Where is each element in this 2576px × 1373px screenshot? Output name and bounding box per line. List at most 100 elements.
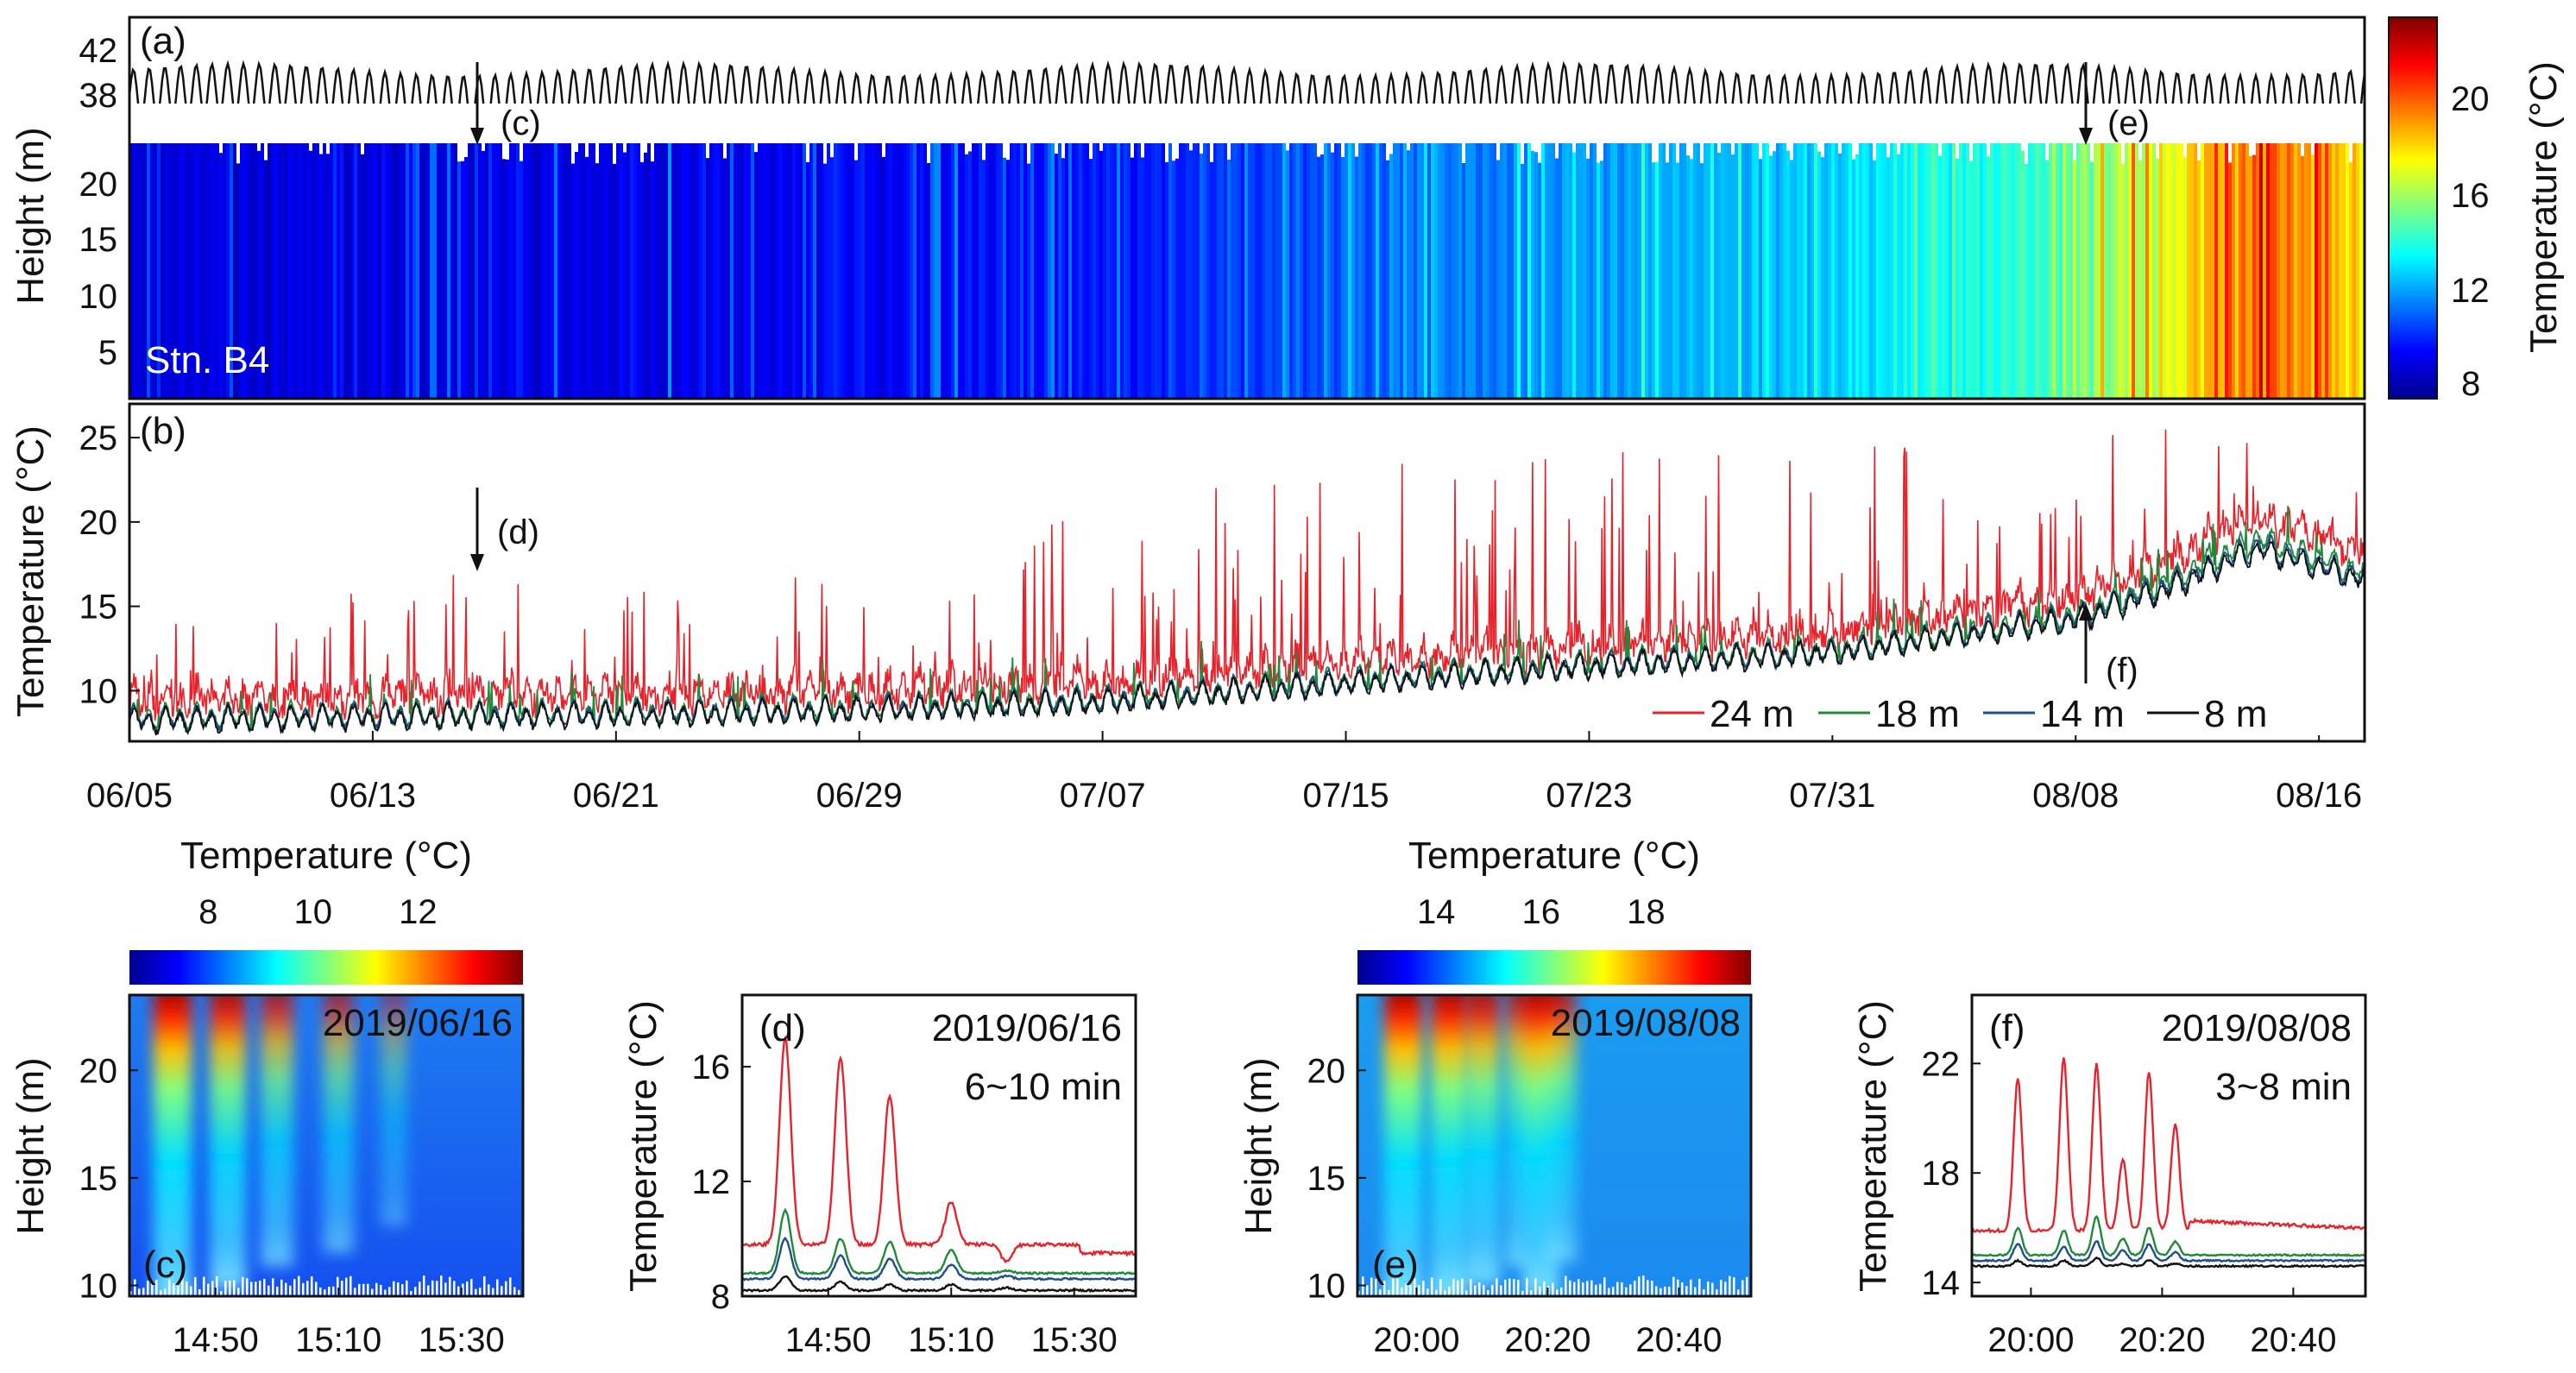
panel-b-xtick-08-08: 08/08 (2032, 777, 2119, 815)
panel-f-ylabel: Temperature (°C) (1852, 1000, 1894, 1292)
panel-a-surface-gap (1462, 143, 1465, 164)
panel-c-bottom-gap (388, 1287, 391, 1296)
panel-a-heatmap-cell (1127, 143, 1131, 399)
panel-a-heatmap-cell (564, 143, 569, 399)
panel-c-bottom-gap (220, 1290, 223, 1296)
panel-a-heatmap-cell (1952, 143, 1956, 399)
panel-e-bottom-gap (1379, 1289, 1382, 1296)
panel-a-heatmap-cell (1669, 143, 1673, 399)
panel-a-heatmap-cell (2183, 143, 2188, 399)
panel-c-bottom-gap (181, 1276, 184, 1296)
panel-a-heatmap-cell (1017, 143, 1021, 399)
panel-a-heatmap-cell (1182, 143, 1187, 399)
panel-a-heatmap-cell (692, 143, 696, 399)
panel-a-heatmap-cell (896, 143, 900, 399)
panel-a-heatmap-cell (1441, 143, 1445, 399)
panel-a-heatmap-cell (1835, 143, 1839, 399)
panel-a-surface-gap (965, 143, 968, 154)
panel-a-heatmap-cell (1973, 143, 1977, 399)
panel-e-bottom-gap (1741, 1280, 1744, 1296)
panel-a-heatmap-cell (2176, 143, 2181, 399)
panel-c-bottom-gap (319, 1287, 322, 1296)
panel-a-heatmap-cell (1624, 143, 1628, 399)
panel-e-bottom-gap (1729, 1275, 1731, 1296)
panel-c-bottom-gap (367, 1283, 369, 1296)
panel-a-heatmap-cell (737, 143, 741, 399)
panel-a-heatmap-cell (1434, 143, 1439, 399)
panel-a-heatmap-cell (516, 143, 520, 399)
panel-a-heatmap-cell (416, 143, 420, 399)
panel-a-heatmap-cell (440, 143, 444, 399)
panel-a-heatmap-cell (1817, 143, 1822, 399)
panel-a-heatmap-cell (806, 143, 810, 399)
panel-e-bottom-gap (1694, 1287, 1697, 1296)
panel-a-heatmap-cell (1320, 143, 1325, 399)
panel-a-heatmap-cell (602, 143, 607, 399)
panel-a-heatmap-cell (1935, 143, 1939, 399)
panel-b-label: (b) (140, 410, 186, 452)
panel-a-heatmap-cell (944, 143, 948, 399)
panel-b-series (129, 429, 2365, 736)
main-colorbar: 20 16 12 8 Temperature (°C) (2388, 16, 2565, 403)
panel-e-bottom-gap (1703, 1289, 1705, 1296)
panel-a-heatmap-cell (1231, 143, 1235, 399)
panel-f-frame (1970, 993, 2367, 1298)
panel-a-heatmap-cell (1759, 143, 1763, 399)
panel-a-heatmap-cell (1741, 143, 1746, 399)
panel-a-heatmap-cell (1006, 143, 1011, 399)
panel-c-bottom-gap (444, 1282, 447, 1296)
panel-a-heatmap-cell (1548, 143, 1553, 399)
panel-a-surface-gap (1786, 143, 1790, 151)
panel-a-tide-line (129, 60, 2365, 104)
panel-e-bottom-gap (1573, 1282, 1576, 1296)
panel-a-surface-gap (461, 143, 464, 161)
panel-a-heatmap-cell (423, 143, 427, 399)
panel-a-heatmap-cell (1614, 143, 1618, 399)
panel-c-bottom-gap (263, 1278, 266, 1296)
panel-c-bottom-gap (147, 1281, 149, 1296)
panel-a-heatmap-cell (1949, 143, 1953, 399)
panel-c-bottom-gap (173, 1283, 175, 1296)
panel-a-heatmap-cell (1621, 143, 1625, 399)
panel-f-xtick-2020: 20:20 (2119, 1321, 2205, 1359)
panel-c-bottom-gap (475, 1288, 477, 1296)
panel-b-xtick-06-13: 06/13 (330, 777, 416, 815)
panel-a-heatmap-cell (571, 143, 576, 399)
panel-e-bottom-gap (1569, 1280, 1571, 1296)
panel-a-heatmap-cell (1786, 143, 1791, 399)
panel-a-heatmap-cell (1279, 143, 1283, 399)
panel-a-heatmap-cell (278, 143, 282, 399)
panel-e-bottom-gap (1724, 1282, 1727, 1296)
panel-a-heatmap-cell (319, 143, 324, 399)
panel-a-heatmap-cell (157, 143, 161, 399)
panel-a-heatmap-cell (2063, 143, 2067, 399)
panel-d-ytick-8: 8 (711, 1278, 730, 1316)
panel-a-heatmap-cell (2104, 143, 2108, 399)
panel-a-heatmap-cell (1400, 143, 1404, 399)
panel-a-heatmap-cell (2076, 143, 2081, 399)
panel-c-bottom-gap (501, 1286, 503, 1296)
panel-a-heatmap-cell (2190, 143, 2195, 399)
panel-a-heatmap-cell (2294, 143, 2298, 399)
panel-a-heatmap-cell (2173, 143, 2177, 399)
panel-a-heatmap-cell (1717, 143, 1722, 399)
panel-a-heatmap-cell (1300, 143, 1304, 399)
panel-a-heatmap-cell (609, 143, 614, 399)
panel-a-heatmap-cell (1980, 143, 1984, 399)
panel-d-ytick-12: 12 (692, 1163, 731, 1201)
panel-b-legend-label-24m: 24 m (1710, 693, 1794, 735)
panel-a-heatmap-cell (1075, 143, 1080, 399)
panel-a-heatmap-cell (2038, 143, 2043, 399)
panel-c-bottom-gap (419, 1282, 421, 1296)
panel-a-heatmap-cell (2252, 143, 2257, 399)
panel-a-heatmap-cell (561, 143, 565, 399)
panel-a-heatmap-cell (1248, 143, 1252, 399)
panel-a-heatmap-cell (261, 143, 265, 399)
panel-a-heatmap-cell (1193, 143, 1197, 399)
panel-a-heatmap-cell (2315, 143, 2319, 399)
panel-a-heatmap-cell (1272, 143, 1276, 399)
panel-a-surface-gap (1210, 143, 1213, 162)
panel-a-heatmap-cell (2318, 143, 2322, 399)
panel-a-heatmap-cell (1317, 143, 1321, 399)
panel-a-surface-gap (1717, 143, 1721, 153)
